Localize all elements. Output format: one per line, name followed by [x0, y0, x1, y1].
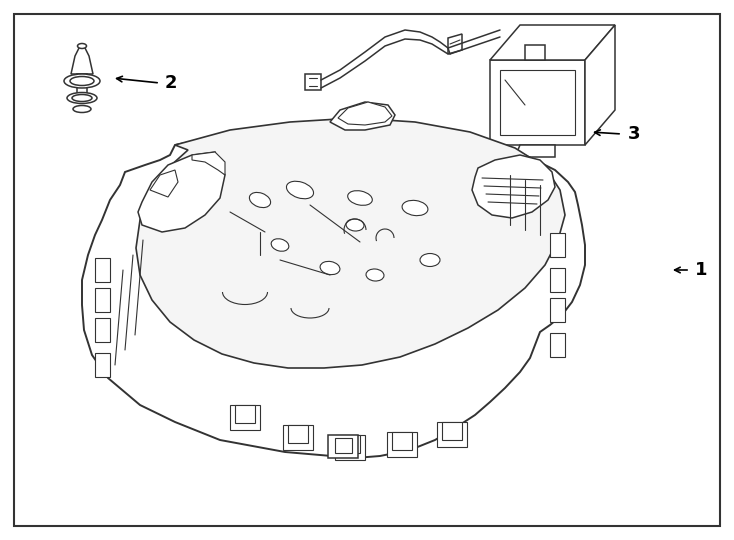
Polygon shape	[71, 46, 93, 74]
Polygon shape	[490, 25, 615, 60]
Ellipse shape	[366, 269, 384, 281]
Polygon shape	[387, 432, 417, 457]
Polygon shape	[437, 422, 467, 447]
Polygon shape	[490, 60, 585, 145]
Polygon shape	[550, 268, 565, 292]
Polygon shape	[82, 118, 585, 458]
Polygon shape	[305, 74, 321, 90]
Text: 1: 1	[695, 261, 708, 279]
Polygon shape	[442, 422, 462, 440]
Polygon shape	[550, 333, 565, 357]
Polygon shape	[550, 233, 565, 257]
Ellipse shape	[320, 261, 340, 275]
Ellipse shape	[78, 44, 87, 49]
Polygon shape	[288, 425, 308, 443]
Ellipse shape	[348, 191, 372, 205]
Polygon shape	[95, 353, 110, 377]
Polygon shape	[95, 288, 110, 312]
Ellipse shape	[70, 77, 94, 85]
Ellipse shape	[64, 74, 100, 88]
Polygon shape	[330, 102, 395, 130]
Polygon shape	[525, 45, 545, 60]
Polygon shape	[392, 432, 412, 450]
Polygon shape	[192, 152, 225, 175]
Polygon shape	[138, 152, 225, 232]
Ellipse shape	[73, 105, 91, 112]
Polygon shape	[500, 70, 575, 135]
Polygon shape	[585, 25, 615, 145]
Ellipse shape	[420, 253, 440, 267]
Polygon shape	[335, 438, 352, 453]
Ellipse shape	[250, 192, 271, 207]
Polygon shape	[230, 405, 260, 430]
Ellipse shape	[271, 239, 289, 251]
Polygon shape	[283, 425, 313, 450]
Polygon shape	[136, 118, 565, 368]
Polygon shape	[328, 435, 358, 458]
Polygon shape	[235, 405, 255, 423]
Polygon shape	[472, 155, 555, 218]
Polygon shape	[150, 170, 178, 197]
Ellipse shape	[346, 219, 364, 231]
Text: 2: 2	[165, 74, 178, 92]
Polygon shape	[448, 34, 462, 54]
Polygon shape	[95, 318, 110, 342]
Ellipse shape	[402, 200, 428, 215]
Ellipse shape	[72, 94, 92, 102]
Polygon shape	[335, 435, 365, 460]
Text: 3: 3	[628, 125, 641, 143]
Polygon shape	[95, 258, 110, 282]
Polygon shape	[340, 435, 360, 453]
Polygon shape	[338, 102, 392, 125]
Polygon shape	[515, 145, 555, 157]
Ellipse shape	[67, 92, 97, 104]
Polygon shape	[77, 74, 87, 80]
Polygon shape	[77, 81, 87, 98]
Ellipse shape	[286, 181, 313, 199]
Polygon shape	[550, 298, 565, 322]
